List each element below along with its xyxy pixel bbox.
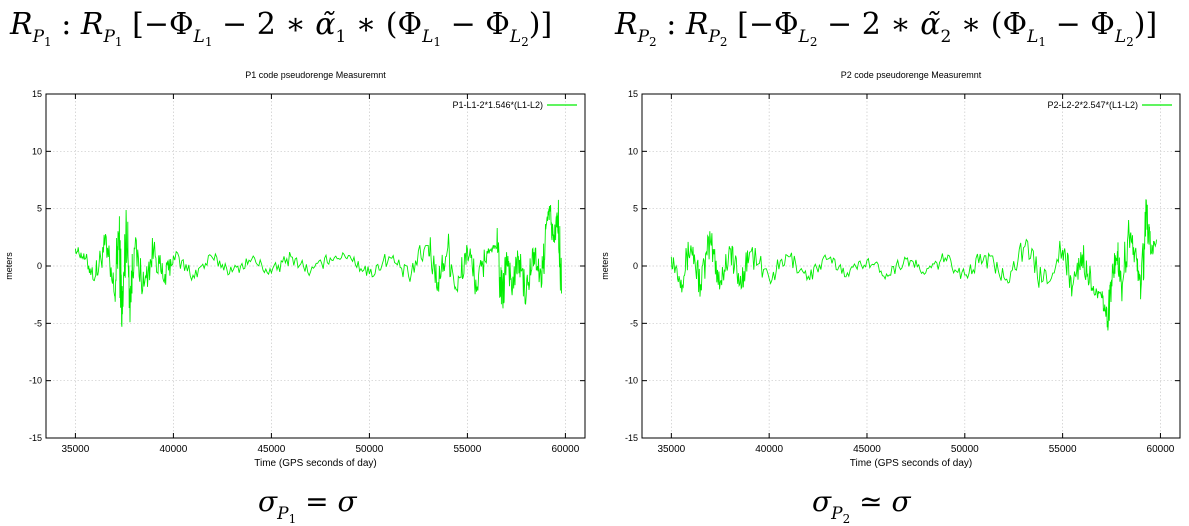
x-axis-label: Time (GPS seconds of day) [850, 458, 972, 469]
y-tick-label: -15 [625, 433, 638, 443]
series-line [74, 199, 562, 327]
equation-sigma-p1: σP1 = σ [258, 485, 357, 526]
equation-p1-model: RP1 : RP1 [−ΦL1 − 2 ∗ α̃1 ∗ (ΦL1 − ΦL2)] [10, 7, 553, 49]
y-tick-label: 5 [633, 204, 638, 214]
plot-frame [45, 93, 586, 439]
p2-measurement-chart: P2 code pseudorenge Measuremnt 35000 40000… [600, 70, 1181, 469]
y-tick-label: -10 [625, 376, 638, 386]
x-tick-label: 45000 [853, 444, 881, 455]
y-tick-label: 10 [32, 146, 42, 156]
legend-label: P2-L2-2*2.547*(L1-L2) [1047, 100, 1138, 110]
y-tick-label: 0 [37, 261, 42, 271]
x-tick-label: 50000 [355, 444, 383, 455]
y-tick-label: 0 [633, 261, 638, 271]
p1-measurement-chart: P1 code pseudorenge Measuremnt 35000 40000… [4, 70, 586, 469]
equation-p2-model: RP2 : RP2 [−ΦL2 − 2 ∗ α̃2 ∗ (ΦL1 − ΦL2)] [615, 7, 1158, 49]
y-tick-label: 5 [37, 204, 42, 214]
x-tick-label: 50000 [951, 444, 979, 455]
y-tick-label: -10 [29, 376, 42, 386]
x-tick-label: 60000 [551, 444, 579, 455]
y-tick-label: 10 [628, 146, 638, 156]
series-line [670, 199, 1157, 331]
chart-title: P2 code pseudorenge Measuremnt [841, 70, 982, 80]
x-tick-label: 45000 [257, 444, 285, 455]
y-tick-label: -5 [34, 318, 42, 328]
chart-title: P1 code pseudorenge Measuremnt [245, 70, 386, 80]
y-tick-label: -15 [29, 433, 42, 443]
plot-frame [641, 93, 1181, 439]
x-tick-label: 35000 [61, 444, 89, 455]
x-tick-label: 40000 [159, 444, 187, 455]
x-tick-label: 60000 [1147, 444, 1175, 455]
x-tick-label: 55000 [453, 444, 481, 455]
y-tick-label: -5 [630, 318, 638, 328]
y-tick-label: 15 [628, 89, 638, 99]
y-axis-label: meters [4, 252, 14, 280]
x-tick-label: 55000 [1049, 444, 1077, 455]
y-axis-label: meters [600, 252, 610, 280]
legend-label: P1-L1-2*1.546*(L1-L2) [452, 100, 543, 110]
equation-sigma-p2: σP2 ≃ σ [812, 485, 911, 526]
x-tick-label: 40000 [755, 444, 783, 455]
y-tick-label: 15 [32, 89, 42, 99]
x-axis-label: Time (GPS seconds of day) [254, 458, 376, 469]
x-tick-label: 35000 [657, 444, 685, 455]
